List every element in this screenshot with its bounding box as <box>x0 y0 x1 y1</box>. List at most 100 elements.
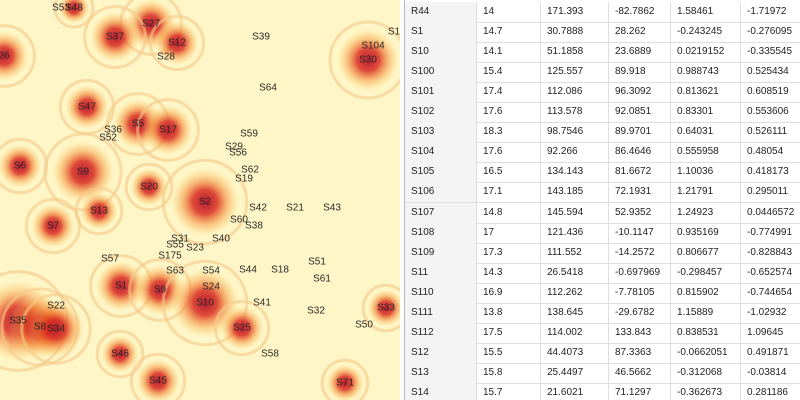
table-cell: 1.21791 <box>671 182 741 203</box>
point-label: S31 <box>171 234 189 245</box>
heat-spot <box>325 363 365 400</box>
table-cell: 112.086 <box>541 82 609 103</box>
table-cell: S11 <box>405 262 477 283</box>
table-row[interactable]: S12 15.5 44.4073 87.3363 -0.0662051 0.491871 <box>405 342 800 364</box>
heat-ring <box>83 5 147 69</box>
table-cell: -0.03814 <box>741 363 800 383</box>
table-cell: 121.436 <box>541 222 609 243</box>
table-row[interactable]: S108 17 121.436 -10.1147 0.935169 -0.774991 <box>405 222 800 244</box>
table-cell: 0.418173 <box>741 162 800 182</box>
point-label: S27 <box>142 19 160 30</box>
point-label: S34 <box>47 324 65 335</box>
table-row[interactable]: S101 17.4 112.086 96.3092 0.813621 0.608519 <box>405 82 800 104</box>
heat-spot <box>27 300 85 358</box>
table-cell: S104 <box>405 142 477 163</box>
table-row[interactable]: S111 13.8 138.645 -29.6782 1.15889 -1.02932 <box>405 302 800 324</box>
heat-spot <box>30 203 76 249</box>
point-label: S5 <box>132 119 145 130</box>
heat-ring <box>24 197 82 255</box>
table-row[interactable]: S100 15.4 125.557 89.918 0.988743 0.525434 <box>405 62 800 84</box>
heat-spot <box>129 167 169 207</box>
table-cell: 0.64031 <box>671 122 741 143</box>
table-cell: S111 <box>405 302 477 323</box>
table-cell: -0.312068 <box>671 362 741 383</box>
table-cell: 0.526111 <box>741 122 800 142</box>
point-label: S8 <box>34 322 47 333</box>
table-cell: S13 <box>405 362 477 383</box>
table-cell: 89.918 <box>609 62 671 83</box>
table-cell: 0.838531 <box>671 322 741 343</box>
table-cell: 17.5 <box>477 322 541 343</box>
table-cell: 18.3 <box>477 122 541 143</box>
table-row[interactable]: S104 17.6 92.266 86.4646 0.555958 0.48054 <box>405 142 800 164</box>
heat-spot <box>89 11 141 63</box>
table-cell: 26.5418 <box>541 262 609 283</box>
table-cell: 89.9701 <box>609 122 671 143</box>
heat-ring <box>129 352 187 400</box>
table-cell: 15.8 <box>477 362 541 383</box>
table-cell: 134.143 <box>541 162 609 183</box>
table-row[interactable]: S106 17.1 143.185 72.1931 1.21791 0.295011 <box>405 182 800 204</box>
table-cell: S105 <box>405 162 477 183</box>
point-label: S12 <box>168 38 186 49</box>
table-cell: 138.645 <box>541 302 609 323</box>
table-row[interactable]: S102 17.6 113.578 92.0851 0.83301 0.553606 <box>405 102 800 124</box>
table-row[interactable]: S103 18.3 98.7546 89.9701 0.64031 0.526111 <box>405 122 800 144</box>
table-cell: S112 <box>405 322 477 343</box>
table-cell: S110 <box>405 282 477 303</box>
table-cell: S109 <box>405 242 477 263</box>
table-cell: 14.1 <box>477 42 541 63</box>
point-label: S38 <box>245 221 263 232</box>
table-cell: 23.6889 <box>609 42 671 63</box>
table-cell: S12 <box>405 342 477 363</box>
table-cell: S100 <box>405 62 477 83</box>
point-label: S37 <box>106 32 124 43</box>
point-label: S30 <box>359 55 377 66</box>
table-cell: 0.48054 <box>741 142 800 162</box>
point-label: S32 <box>307 306 325 317</box>
heat-spots <box>0 0 400 400</box>
point-label: S54 <box>202 266 220 277</box>
point-label: S6 <box>14 161 27 172</box>
table-row[interactable]: S105 16.5 134.143 81.6672 1.10036 0.418173 <box>405 162 800 184</box>
heat-ring <box>136 98 200 162</box>
table-cell: 0.806677 <box>671 242 741 263</box>
table-row[interactable]: S11 14.3 26.5418 -0.697969 -0.298457 -0.65257… <box>405 262 800 284</box>
table-cell: -0.744654 <box>741 283 800 303</box>
point-label: S64 <box>259 83 277 94</box>
table-cell: -0.828843 <box>741 243 800 263</box>
point-label: S52 <box>99 133 117 144</box>
table-row[interactable]: S112 17.5 114.002 133.843 0.838531 1.09645 <box>405 322 800 344</box>
heat-spot <box>0 143 43 189</box>
table-cell: 25.4497 <box>541 362 609 383</box>
point-label: S7 <box>47 221 60 232</box>
table-row[interactable]: S13 15.8 25.4497 46.5662 -0.312068 -0.03814 <box>405 362 800 384</box>
point-label: S1 <box>115 281 128 292</box>
table-cell: S106 <box>405 182 477 203</box>
table-cell: -0.335545 <box>741 42 800 62</box>
point-label: S1 <box>388 27 400 38</box>
table-row[interactable]: R44 14 171.393 -82.7862 1.58461 -1.71972 <box>405 2 800 23</box>
point-label: S17 <box>159 125 177 136</box>
table-row[interactable]: S109 17.3 111.552 -14.2572 0.806677 -0.828843 <box>405 242 800 264</box>
table-cell: -82.7862 <box>609 2 671 22</box>
table-cell: 92.0851 <box>609 102 671 123</box>
table-row[interactable]: S1 14.7 30.7888 28.262 -0.243245 -0.276095 <box>405 22 800 44</box>
table-cell: 0.935169 <box>671 222 741 243</box>
heat-ring <box>148 14 206 72</box>
point-label: S53 <box>52 3 70 14</box>
table-cell: S107 <box>405 202 477 223</box>
table-cell: -0.652574 <box>741 263 800 283</box>
table-cell: 0.525434 <box>741 62 800 82</box>
table-cell: 13.8 <box>477 302 541 323</box>
table-row[interactable]: S107 14.8 145.594 52.9352 1.24923 0.0446572 <box>405 202 800 224</box>
table-row[interactable]: S10 14.1 51.1858 23.6889 0.0219152 -0.335545 <box>405 42 800 64</box>
heat-spot <box>0 30 30 82</box>
table-row[interactable]: S14 15.7 21.6021 71.1297 -0.362673 0.281186 <box>405 382 800 400</box>
point-label: S22 <box>47 301 65 312</box>
table-row[interactable]: S110 16.9 112.262 -7.78105 0.815902 -0.744654 <box>405 282 800 304</box>
table-cell: 15.7 <box>477 382 541 400</box>
table-cell: 112.262 <box>541 282 609 303</box>
